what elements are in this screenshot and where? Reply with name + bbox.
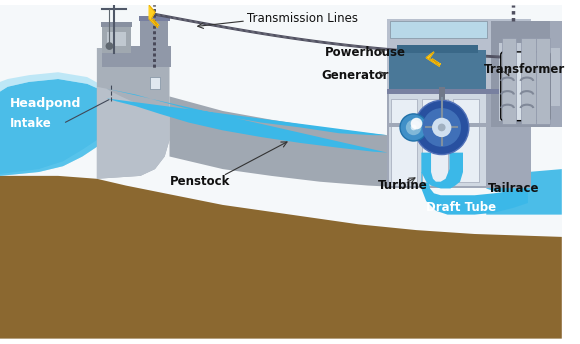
Polygon shape [486,169,562,215]
Text: Penstock: Penstock [169,175,230,188]
Bar [422,99,448,182]
Polygon shape [0,72,114,176]
Bar [454,99,480,182]
Bar [499,43,552,121]
Bar [392,99,418,182]
Circle shape [438,123,445,131]
Bar [139,16,169,21]
Bar [397,45,478,53]
Polygon shape [97,87,169,179]
Polygon shape [169,96,387,186]
Circle shape [432,118,451,137]
Bar [389,94,486,185]
Text: Powerhouse: Powerhouse [324,46,405,60]
Bar [389,122,486,127]
FancyBboxPatch shape [501,52,550,121]
Polygon shape [426,52,441,66]
Circle shape [415,100,469,154]
Circle shape [106,42,113,50]
Bar [439,87,445,100]
Polygon shape [0,79,114,176]
Bar [107,32,126,46]
Polygon shape [421,153,463,189]
Polygon shape [387,82,450,154]
Bar [387,19,531,92]
Circle shape [400,114,427,141]
Text: Generator: Generator [321,69,389,82]
Polygon shape [97,48,169,179]
Bar [102,46,172,67]
Circle shape [406,120,421,135]
Text: Transmission Lines: Transmission Lines [247,12,358,25]
Bar [502,38,516,123]
Bar [140,19,168,67]
Bar [387,89,531,94]
Bar [390,21,487,38]
Bar [387,19,531,189]
Bar [521,38,536,123]
Bar [102,24,130,53]
Bar [150,77,160,89]
Text: Transformer: Transformer [484,63,566,76]
Circle shape [411,125,416,130]
Text: Headpond: Headpond [10,97,81,110]
Bar [389,50,486,89]
Text: Draft Tube: Draft Tube [426,201,496,214]
Bar [101,22,132,27]
Text: Intake: Intake [10,117,52,130]
Text: Turbine: Turbine [378,179,427,192]
Polygon shape [107,89,387,153]
Circle shape [422,108,461,147]
Circle shape [411,118,422,129]
Polygon shape [0,176,562,338]
Text: Tailrace: Tailrace [488,182,539,195]
Bar [536,38,550,123]
Bar [550,21,562,127]
Polygon shape [149,6,159,28]
Bar [491,21,559,127]
Bar [533,48,560,106]
Polygon shape [421,172,528,215]
